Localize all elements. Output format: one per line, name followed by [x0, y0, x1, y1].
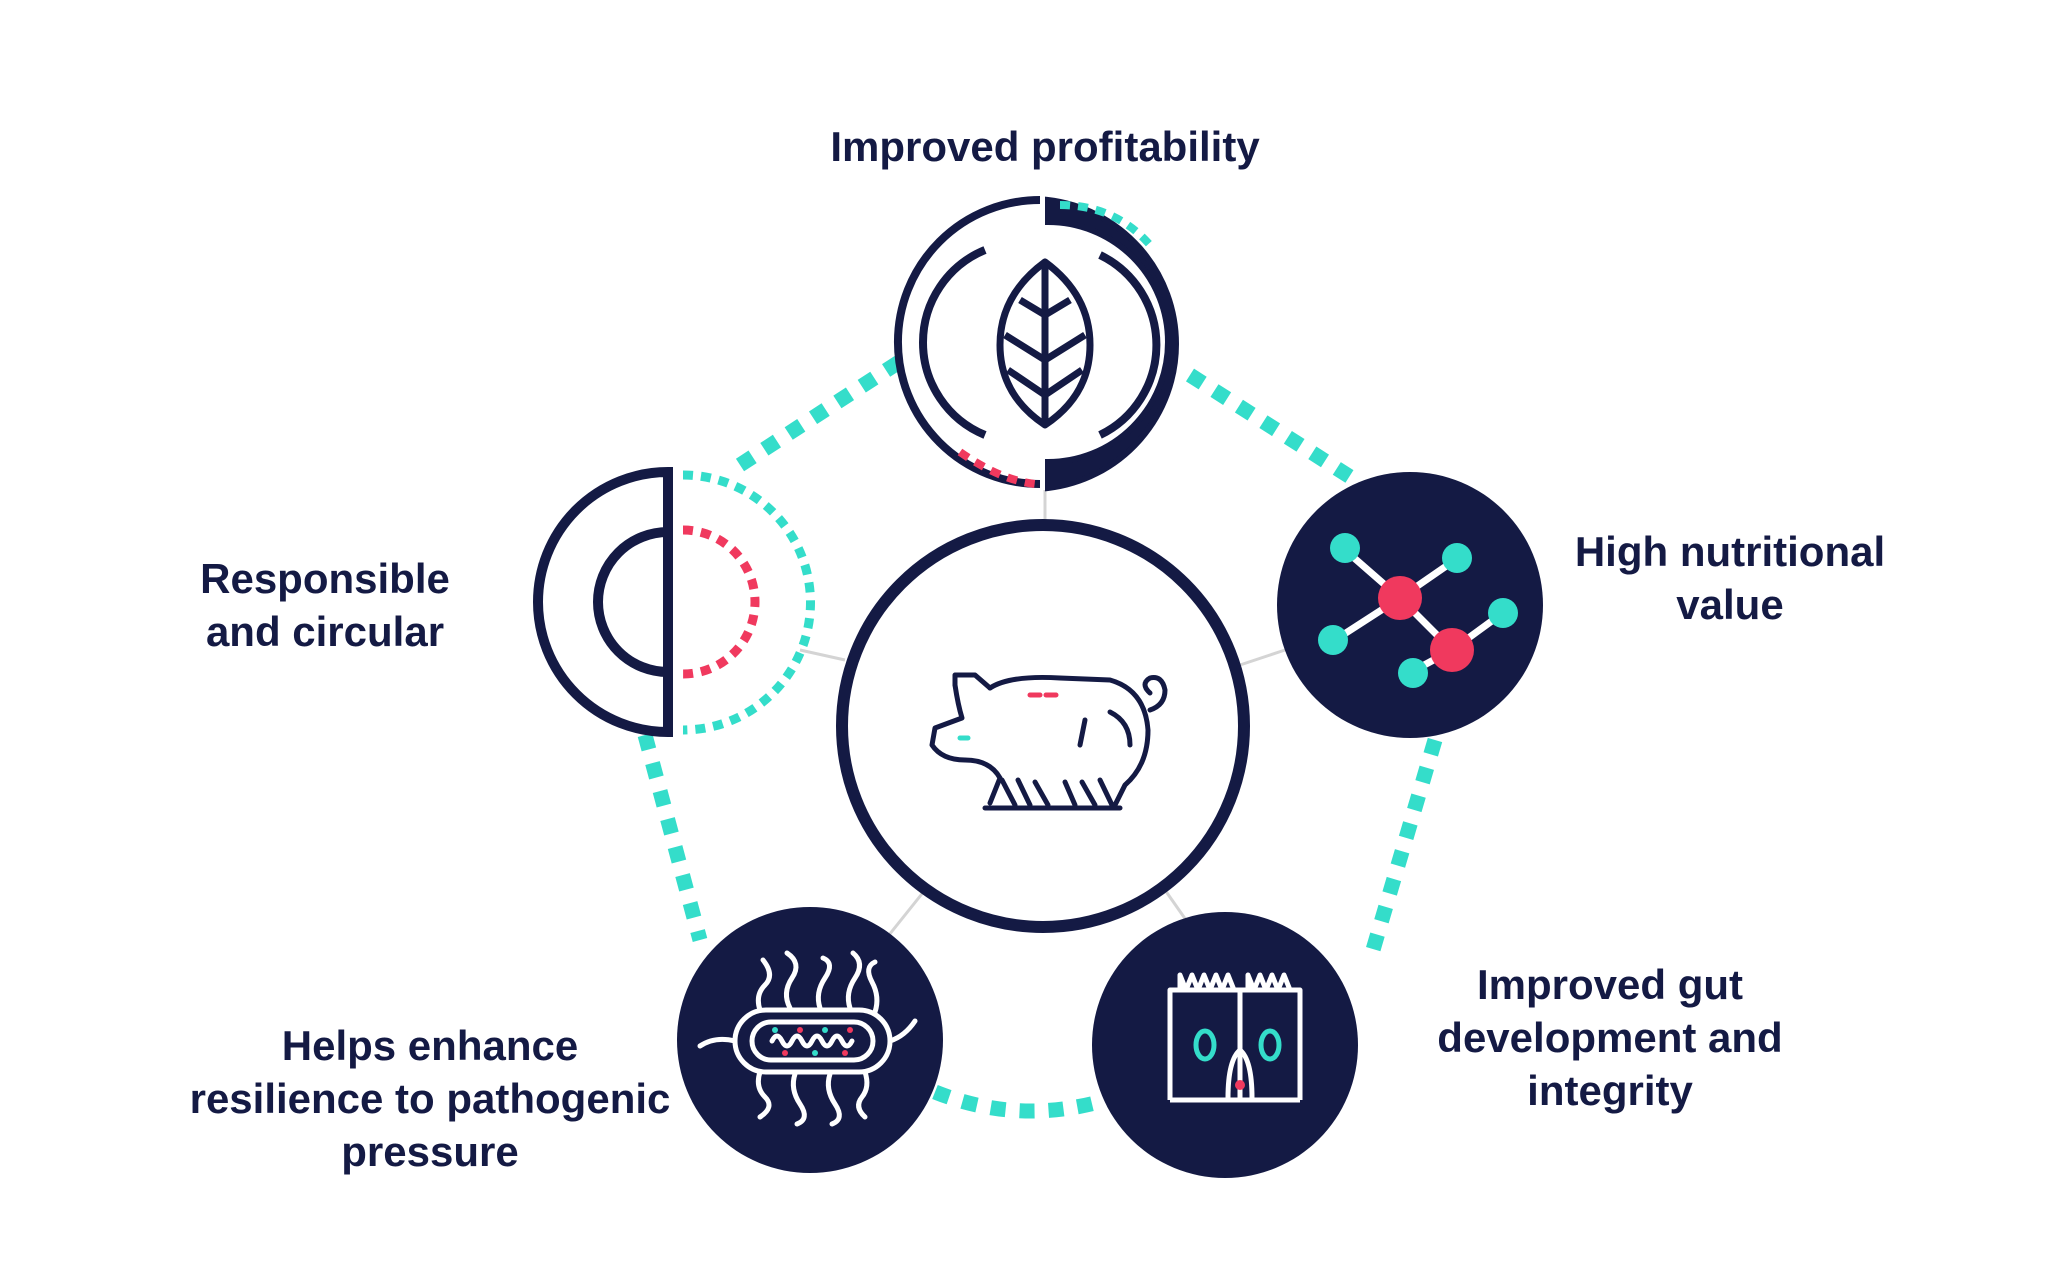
spoke-bottom-left: [883, 889, 927, 941]
label-nutrition: High nutritional value: [1540, 525, 1920, 631]
label-line: value: [1676, 581, 1784, 628]
half-circle-outer: [533, 466, 673, 738]
spoke-right: [1239, 648, 1286, 667]
label-line: High nutritional: [1574, 528, 1886, 575]
gut-node: [1092, 912, 1358, 1178]
label-line: resilience to pathogenic: [189, 1075, 671, 1122]
label-line: integrity: [1527, 1067, 1693, 1114]
label-line: Improved profitability: [830, 123, 1260, 170]
label-gut: Improved gut development and integrity: [1410, 958, 1810, 1117]
villi-node-circle: [1092, 912, 1358, 1178]
center-node: [836, 519, 1250, 933]
nutrition-node: [1277, 472, 1543, 738]
resilience-node: [677, 907, 943, 1173]
leaf-node-teal-arc: [1059, 201, 1154, 248]
leaf-node-outer-arc: [894, 196, 1041, 488]
label-line: Improved gut: [1476, 961, 1743, 1008]
ring-segment-top-left: [735, 348, 915, 472]
ring-segment-bottom: [932, 1084, 1133, 1119]
center-circle: [836, 519, 1250, 933]
label-line: Responsible: [200, 555, 450, 602]
label-line: and circular: [205, 608, 445, 655]
half-circle-pink-dash: [682, 525, 760, 679]
half-circle-inner: [593, 527, 669, 677]
villi-pink-dot: [1235, 1080, 1245, 1090]
label-line: pressure: [341, 1128, 519, 1175]
leaf-icon: [996, 258, 1094, 429]
molecule-icon: [1318, 533, 1518, 688]
circular-node: [533, 466, 815, 738]
label-line: Helps enhance: [281, 1022, 579, 1069]
ring-segment-top-right: [1185, 368, 1360, 487]
ring-segment-left-lower: [637, 733, 708, 942]
bacterium-dots: [772, 1027, 853, 1056]
leaf-node-right-inner-arc: [1098, 251, 1161, 439]
leaf-node-right-shape: [1045, 196, 1179, 492]
intestinal-villi-icon: [1167, 972, 1303, 1103]
pig-accent-marks: [957, 692, 1059, 741]
ring-segment-right-lower: [1362, 737, 1443, 963]
pig-icon: [929, 672, 1168, 811]
bacterium-icon: [697, 950, 918, 1127]
label-resilience: Helps enhance resilience to pathogenic p…: [170, 1019, 690, 1178]
half-circle-teal-dash: [682, 470, 815, 735]
label-circular: Responsible and circular: [170, 552, 480, 658]
profitability-node: [894, 196, 1179, 492]
label-line: development and: [1437, 1014, 1783, 1061]
label-profitability: Improved profitability: [795, 120, 1295, 173]
leaf-node-pink-arc: [957, 448, 1036, 488]
leaf-node-inner-arc: [919, 246, 987, 439]
spoke-left: [799, 648, 846, 662]
